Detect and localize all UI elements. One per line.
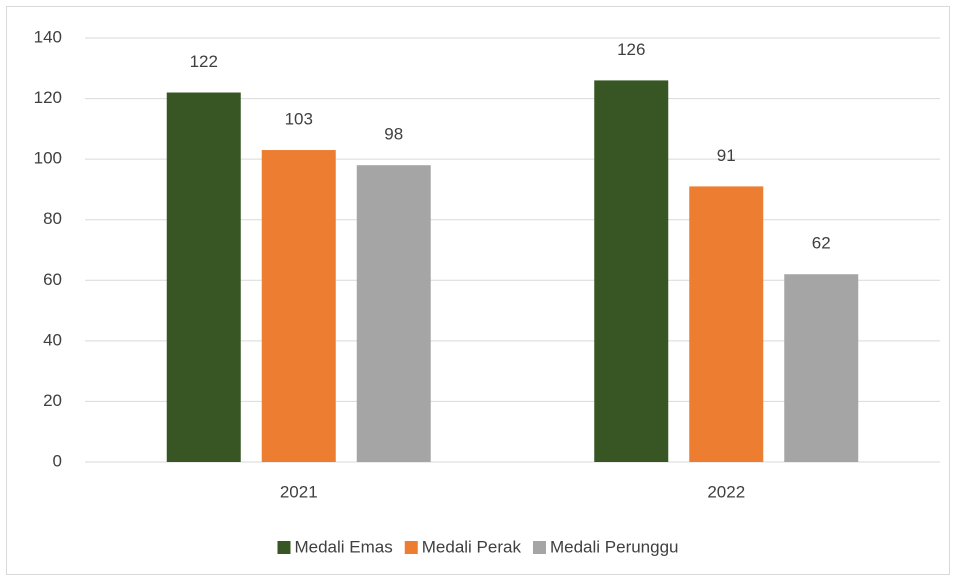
y-tick-label: 0 — [53, 451, 62, 470]
data-label: 98 — [384, 125, 403, 144]
legend-label: Medali Emas — [294, 537, 392, 556]
data-label: 91 — [717, 146, 736, 165]
bar — [356, 165, 431, 462]
data-label: 126 — [617, 40, 645, 59]
x-tick-label: 2022 — [707, 482, 745, 501]
y-tick-label: 20 — [43, 391, 62, 410]
legend-label: Medali Perunggu — [550, 537, 679, 556]
legend-swatch — [277, 541, 291, 554]
bar — [261, 150, 336, 463]
bar — [166, 92, 241, 462]
bar — [784, 274, 859, 462]
y-tick-label: 40 — [43, 330, 62, 349]
y-tick-label: 60 — [43, 270, 62, 289]
y-tick-label: 80 — [43, 209, 62, 228]
bar — [594, 80, 669, 463]
legend-label: Medali Perak — [422, 537, 522, 556]
x-tick-label: 2021 — [280, 482, 318, 501]
data-label: 103 — [285, 110, 313, 129]
y-tick-label: 140 — [34, 27, 62, 46]
legend-swatch — [404, 541, 418, 554]
data-label: 122 — [190, 52, 218, 71]
legend-swatch — [532, 541, 546, 554]
bar — [689, 186, 764, 462]
y-tick-label: 120 — [34, 88, 62, 107]
data-label: 62 — [812, 234, 831, 253]
y-tick-label: 100 — [34, 149, 62, 168]
